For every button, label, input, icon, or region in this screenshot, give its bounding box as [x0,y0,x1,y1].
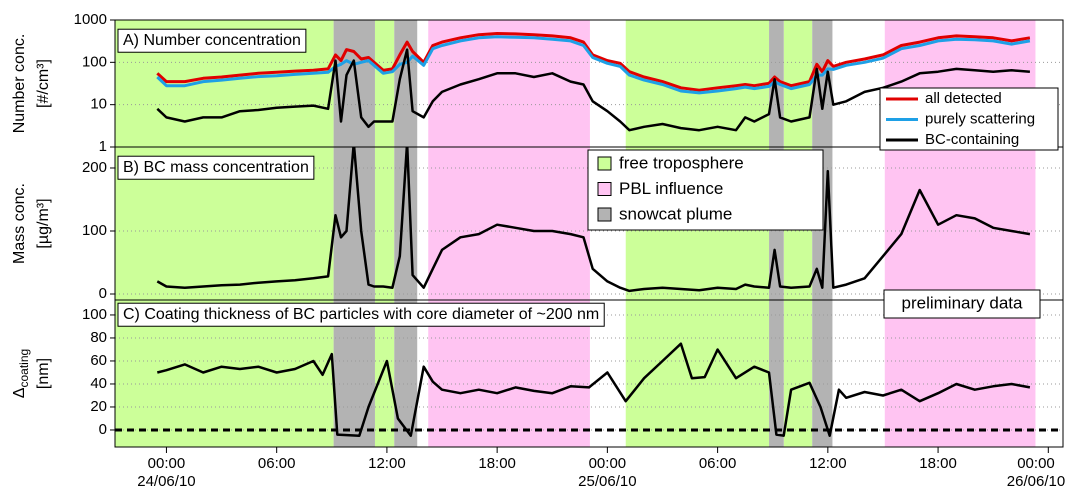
y-axis-unit: [#/cm³] [35,59,52,108]
series-line [156,32,1031,92]
legend-swatch [597,182,612,196]
region [884,20,1036,447]
y-tick-label: 60 [90,352,107,369]
y-tick-label: 10 [90,96,107,113]
y-axis-label: Mass conc. [11,183,28,264]
y-tick-label: 40 [90,375,107,392]
y-axis-label: Number conc. [11,34,28,134]
panel-title-box [117,28,307,53]
series-line [156,147,1031,293]
y-tick-label: 0 [99,421,107,438]
y-tick-label: 200 [82,159,107,176]
panel-frame [114,299,1064,448]
region [769,20,784,447]
legend-label: PBL influence [619,179,723,198]
x-tick-label: 18:00 [478,455,516,472]
y-axis-label-text: Number conc. [11,34,28,134]
x-tick-label: 00:00 [589,455,627,472]
annotation-box [883,289,1041,319]
y-axis-unit: [µg/m³] [35,198,52,248]
panel-title-box [117,155,315,180]
legend-swatch [597,156,612,171]
y-axis-label-text: Mass conc. [11,183,28,264]
panel-title-box [117,302,605,327]
panel-title: B) BC mass concentration [123,159,309,176]
y-tick-label: 1000 [74,11,107,28]
y-axis-label-sub: coating [17,349,31,388]
legend-label: BC-containing [925,131,1019,148]
legend: all detected purely scattering BC-containi… [879,87,1059,151]
legend-label: snowcat plume [619,204,732,223]
series-line [156,48,1030,132]
y-tick-label: 100 [82,53,107,70]
x-tick-label: 00:00 [148,455,186,472]
y-tick-label: 100 [82,222,107,239]
x-tick-label: 18:00 [919,455,957,472]
x-tick-label: 00:00 [1017,455,1055,472]
y-axis-label-text: Δ [11,387,28,398]
panel-title: A) Number concentration [123,32,301,49]
annotation: preliminary data [902,293,1023,312]
y-tick-label: 20 [90,398,107,415]
x-tick-label: 12:00 [368,455,406,472]
y-tick-label: 1 [99,138,107,155]
x-tick-label: 06:00 [258,455,296,472]
y-tick-label: 0 [99,285,107,302]
y-tick-label: 80 [90,329,107,346]
region-legend: free troposphere PBL influence snowcat plu… [587,149,824,231]
region [374,20,395,447]
region [115,20,334,447]
x-tick-label: 06:00 [699,455,737,472]
region [812,20,833,447]
y-axis-label: Δcoating [11,349,31,398]
legend-label: all detected [925,90,1002,107]
legend-swatch [597,207,612,222]
y-axis-unit: [nm] [35,358,52,389]
series-line [156,342,1031,437]
region [394,20,418,447]
legend-box [587,149,824,231]
legend-label: purely scattering [925,110,1035,127]
x-date-label: 26/06/10 [1007,473,1065,490]
x-tick-label: 12:00 [809,455,847,472]
x-date-label: 24/06/10 [137,473,195,490]
x-date-label: 25/06/10 [578,473,636,490]
legend-label: free troposphere [619,153,744,172]
y-tick-label: 100 [82,306,107,323]
region [783,20,813,447]
panel-title: C) Coating thickness of BC particles wit… [123,306,599,323]
